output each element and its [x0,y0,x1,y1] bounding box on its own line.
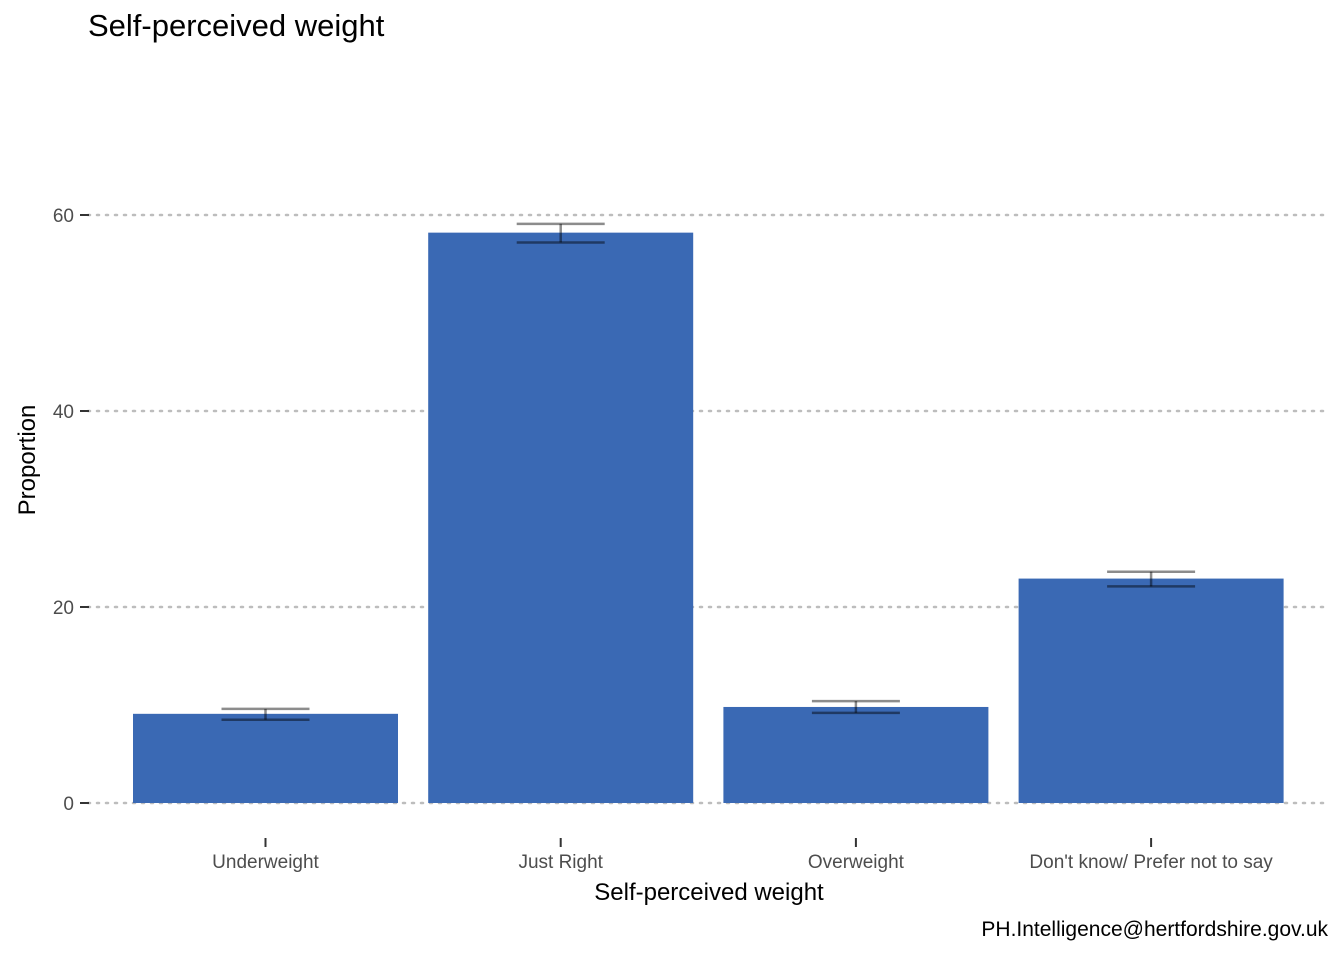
chart-title: Self-perceived weight [88,8,385,43]
x-axis-title: Self-perceived weight [594,879,824,906]
y-axis: 0 20 40 60 [53,206,89,815]
error-bars [221,222,1196,721]
error-bar [221,707,310,721]
error-bar [1107,570,1196,588]
y-tick-label: 0 [63,794,74,815]
x-axis: Underweight Just Right Overweight Don't kno… [212,838,1273,873]
error-bar [811,699,900,715]
y-tick-label: 60 [53,206,74,227]
bar [133,713,398,803]
y-axis-title: Proportion [14,405,41,516]
x-tick-label: Overweight [808,852,905,873]
bars [133,232,1284,803]
x-tick-label: Don't know/ Prefer not to say [1029,852,1273,873]
error-bar [516,222,605,244]
x-tick-label: Underweight [212,852,319,873]
source-caption: PH.Intelligence@hertfordshire.gov.uk [981,918,1328,941]
y-tick-label: 20 [53,598,74,619]
y-tick-label: 40 [53,402,74,423]
bar [1018,578,1284,803]
x-tick-label: Just Right [518,852,603,873]
bar [428,232,694,803]
bar [723,706,989,803]
